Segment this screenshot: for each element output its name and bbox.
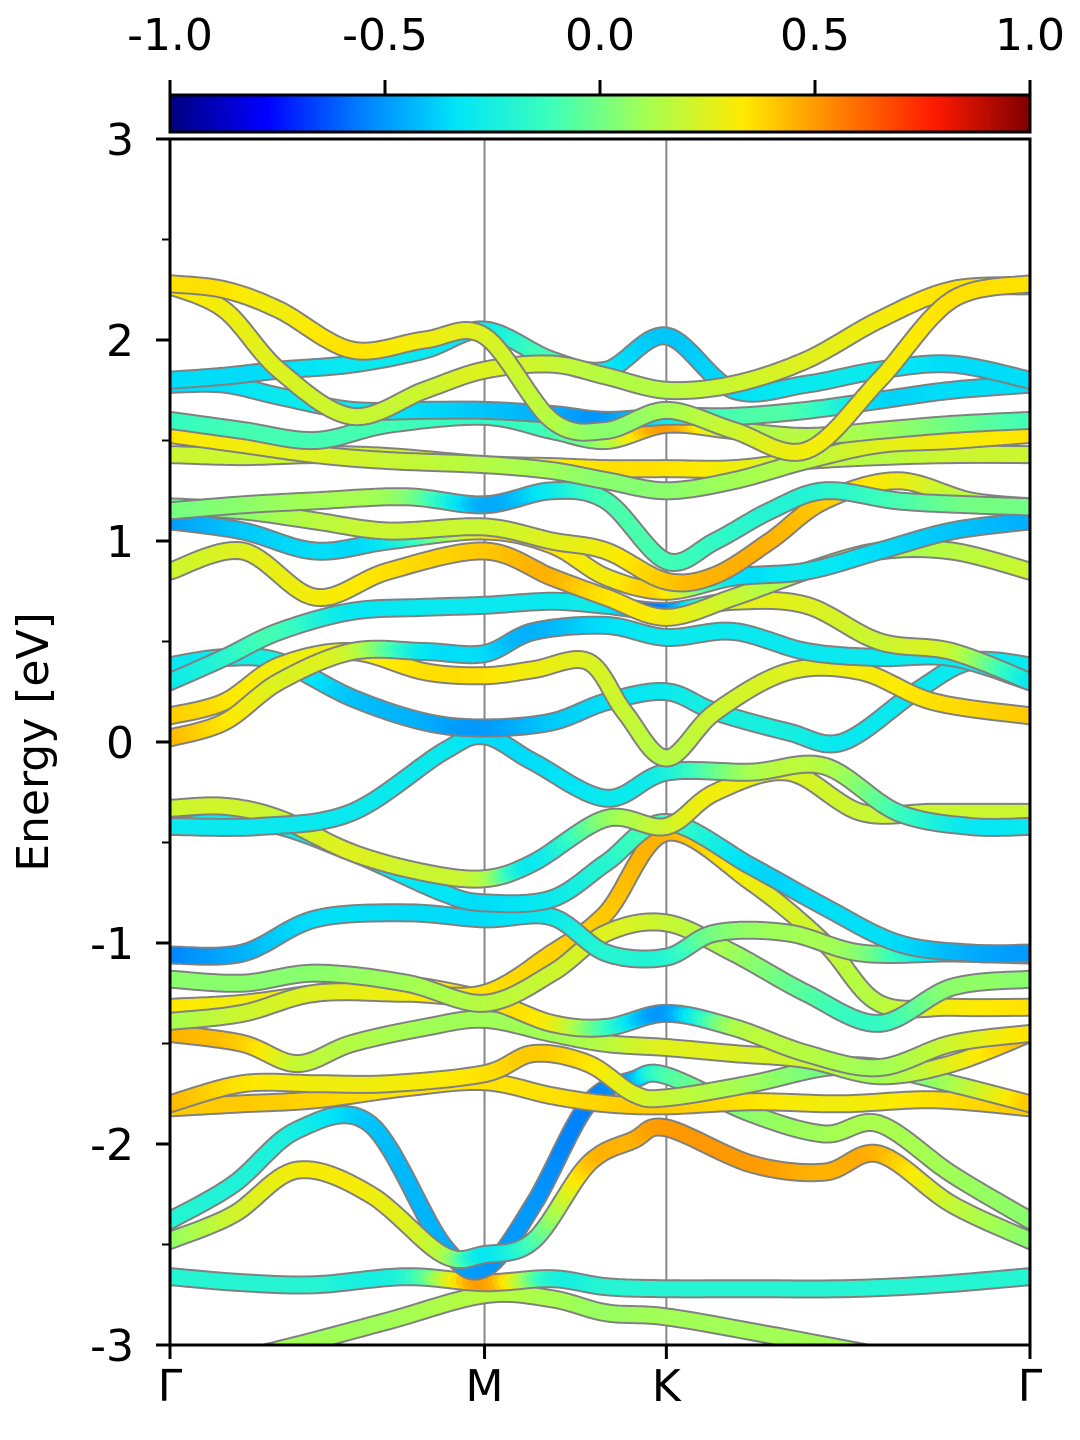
band-segment bbox=[215, 1360, 221, 1361]
band-segment bbox=[952, 1365, 958, 1366]
band-segment bbox=[247, 1356, 251, 1357]
band-segment bbox=[947, 1365, 952, 1366]
band-segment bbox=[227, 1359, 233, 1360]
band-29 bbox=[170, 274, 1030, 462]
band-segment bbox=[922, 1362, 927, 1363]
band-segment bbox=[276, 1339, 295, 1345]
band-segment bbox=[270, 1341, 286, 1345]
band-segment bbox=[913, 1360, 918, 1361]
colorbar-gradient bbox=[168, 93, 1032, 134]
colorbar-tick-label: 0.5 bbox=[780, 10, 850, 61]
band-segment bbox=[932, 1363, 937, 1364]
colorbar-tick-label: -1.0 bbox=[127, 10, 213, 61]
band-20 bbox=[170, 511, 1030, 601]
band-segment bbox=[203, 1361, 209, 1362]
band-segment bbox=[262, 1353, 265, 1354]
band-segment bbox=[902, 1359, 907, 1360]
band-segment bbox=[221, 1359, 227, 1360]
band-segment bbox=[908, 1360, 913, 1361]
band-segment bbox=[844, 1342, 862, 1345]
band-segment bbox=[266, 1343, 277, 1345]
band-segment bbox=[268, 1342, 282, 1345]
band-segment bbox=[243, 1356, 247, 1357]
band-segment bbox=[255, 1354, 259, 1355]
band-segment bbox=[872, 1354, 879, 1355]
band-segment bbox=[836, 1341, 856, 1345]
band-segment bbox=[942, 1364, 947, 1365]
colorbar-tick-label: 1.0 bbox=[995, 10, 1065, 61]
band-1 bbox=[186, 1283, 958, 1366]
band-segment bbox=[238, 1357, 243, 1358]
band-2 bbox=[170, 1267, 1030, 1299]
band-segment bbox=[891, 1357, 897, 1358]
band-segment bbox=[273, 1341, 291, 1345]
colorbar-tick-label: 0.0 bbox=[565, 10, 635, 61]
band-segment bbox=[879, 1355, 885, 1356]
band-24 bbox=[170, 425, 1030, 501]
band-segment bbox=[937, 1364, 942, 1365]
band-segment bbox=[927, 1362, 932, 1363]
band-segment bbox=[917, 1361, 922, 1362]
band-22 bbox=[170, 480, 1030, 572]
colorbar-tick-label: -0.5 bbox=[342, 10, 428, 61]
band-segment bbox=[265, 1344, 272, 1345]
band-segment bbox=[186, 1363, 191, 1364]
band-10 bbox=[170, 912, 1030, 1033]
colorbar: -1.0 -0.5 0.0 0.5 1.0 bbox=[127, 10, 1065, 134]
band-segment bbox=[197, 1362, 203, 1363]
band-segment bbox=[251, 1355, 255, 1356]
band-segment bbox=[854, 1343, 865, 1345]
band-segment bbox=[259, 1354, 263, 1355]
band-21 bbox=[170, 471, 1030, 593]
bands bbox=[170, 274, 1030, 1366]
band-segment bbox=[897, 1358, 902, 1359]
band-segment bbox=[865, 1353, 872, 1354]
band-segment bbox=[191, 1362, 197, 1363]
band-28 bbox=[170, 276, 1030, 427]
band-segment bbox=[209, 1361, 215, 1362]
band-segment bbox=[885, 1356, 891, 1357]
band-segment bbox=[827, 1339, 850, 1345]
colorbar-ticks: -1.0 -0.5 0.0 0.5 1.0 bbox=[127, 10, 1065, 95]
band-segment bbox=[233, 1358, 238, 1359]
band-4 bbox=[170, 1117, 1030, 1270]
